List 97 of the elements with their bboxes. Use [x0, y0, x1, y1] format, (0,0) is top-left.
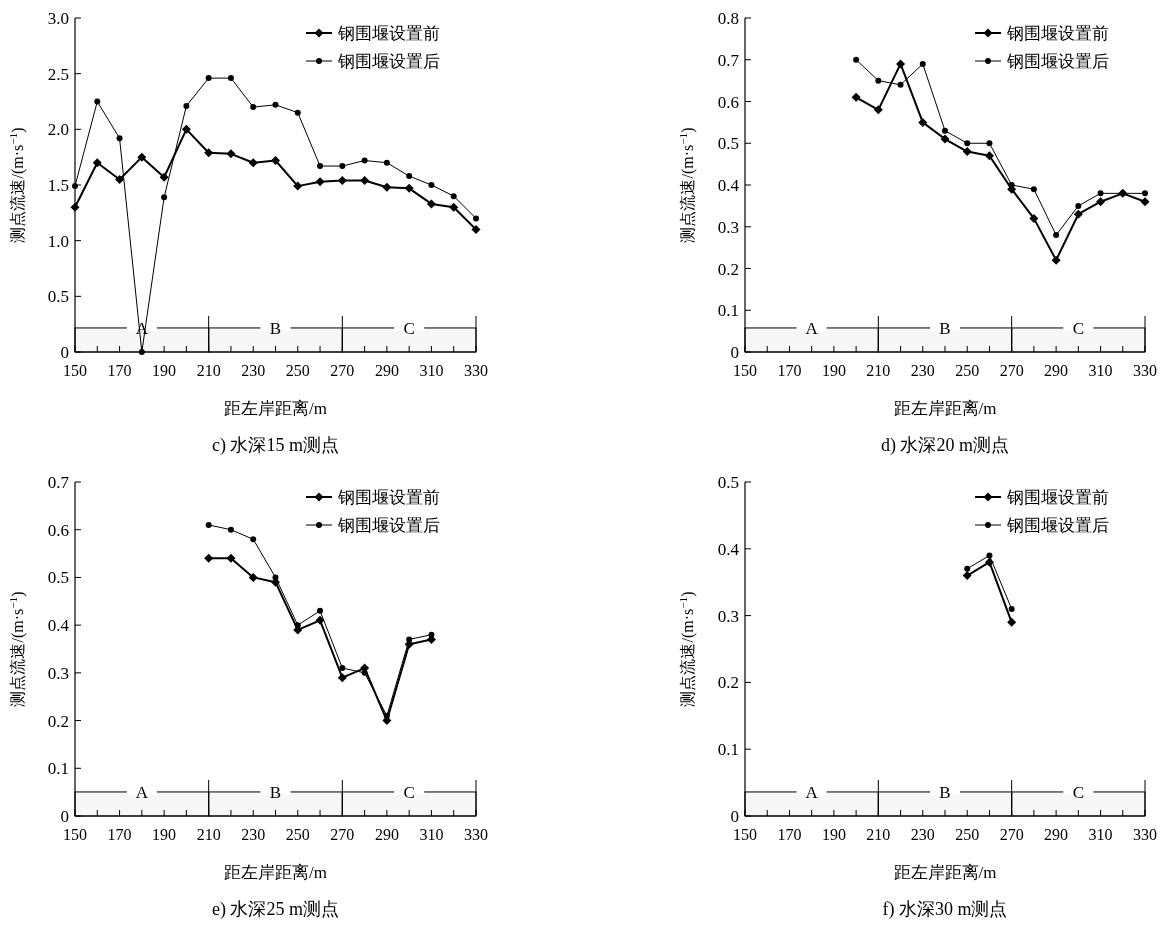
legend-label: 钢围堰设置后 [337, 52, 440, 71]
y-tick-label: 0.4 [717, 176, 740, 195]
band-label: B [939, 318, 951, 338]
y-tick-label: 0.6 [717, 92, 739, 112]
y-tick-label: 1.5 [47, 176, 69, 195]
band-label: B [269, 318, 282, 338]
x-tick-label: 330 [1133, 826, 1157, 843]
x-tick-label: 290 [1044, 826, 1069, 843]
x-axis-title: 距左岸距离/m [224, 399, 327, 418]
x-tick-label: 270 [330, 826, 355, 843]
band-label: B [269, 782, 282, 802]
x-tick-label: 270 [330, 362, 355, 379]
text: f) 水深30 m测点 [882, 899, 1008, 920]
y-tick-label: 0.1 [47, 759, 69, 779]
x-tick-label: 310 [1088, 362, 1113, 379]
y-tick-label: 0.2 [47, 711, 69, 731]
x-tick-label: 170 [777, 362, 802, 379]
band-label: C [1072, 318, 1085, 338]
y-tick-label: 0.3 [717, 217, 739, 237]
x-tick-label: 150 [63, 362, 87, 379]
y-tick-label: 3.0 [47, 9, 69, 28]
x-tick-label: 330 [464, 362, 488, 379]
legend-label: 钢围堰设置前 [337, 24, 440, 43]
legend-label: 钢围堰设置后 [1006, 52, 1109, 71]
x-tick-label: 190 [821, 826, 846, 843]
y-tick-label: 0.8 [717, 9, 739, 28]
x-tick-label: 230 [241, 826, 266, 843]
y-tick-label: 0 [730, 343, 739, 362]
y-tick-label: 0.3 [717, 606, 739, 626]
y-tick-label: 0 [730, 807, 739, 826]
x-tick-label: 210 [866, 362, 891, 379]
x-tick-label: 250 [285, 362, 310, 379]
band-label: A [805, 318, 819, 338]
legend-label: 钢围堰设置前 [337, 488, 440, 507]
x-tick-label: 210 [866, 826, 891, 843]
legend-label: 钢围堰设置前 [1006, 24, 1109, 43]
band-label: B [939, 782, 951, 802]
legend-label: 钢围堰设置后 [1006, 516, 1109, 535]
legend-label: 钢围堰设置前 [1006, 488, 1109, 507]
y-tick-label: 0.2 [717, 673, 739, 693]
x-tick-label: 250 [955, 362, 980, 379]
x-axis-title: 距左岸距离/m [893, 399, 997, 418]
x-tick-label: 230 [910, 362, 935, 379]
x-tick-label: 170 [107, 362, 132, 379]
text: e) 水深25 m测点 [212, 899, 339, 920]
y-tick-label: 0.3 [47, 663, 69, 683]
band-label: C [403, 318, 415, 338]
x-tick-label: 270 [999, 826, 1024, 843]
band-label: A [135, 782, 149, 802]
x-tick-label: 250 [285, 826, 310, 843]
x-tick-label: 210 [196, 362, 221, 379]
y-tick-label: 0 [60, 807, 69, 826]
x-tick-label: 310 [419, 362, 444, 379]
x-tick-label: 210 [196, 826, 221, 843]
x-tick-label: 310 [1088, 826, 1113, 843]
legend-label: 钢围堰设置后 [337, 516, 440, 535]
x-tick-label: 270 [999, 362, 1024, 379]
x-tick-label: 290 [374, 826, 399, 843]
x-tick-label: 250 [955, 826, 980, 843]
x-tick-label: 230 [910, 826, 935, 843]
y-tick-label: 0.1 [717, 740, 739, 760]
x-axis-title: 距左岸距离/m [893, 863, 997, 882]
x-tick-label: 230 [241, 362, 266, 379]
y-tick-label: 2.0 [47, 120, 69, 140]
x-tick-label: 290 [1044, 362, 1069, 379]
x-tick-label: 330 [464, 826, 488, 843]
y-tick-label: 0.4 [47, 616, 70, 636]
y-tick-label: 0.5 [717, 473, 739, 492]
x-tick-label: 150 [63, 826, 87, 843]
y-tick-label: 0.5 [47, 568, 69, 588]
y-tick-label: 1.0 [47, 231, 69, 251]
x-axis-title: 距左岸距离/m [224, 863, 327, 882]
band-label: C [1072, 782, 1085, 802]
y-tick-label: 0.1 [717, 301, 739, 321]
y-tick-label: 0 [60, 343, 69, 362]
y-tick-label: 0.5 [717, 134, 739, 154]
y-tick-label: 0.7 [47, 473, 70, 492]
y-tick-label: 0.4 [717, 539, 740, 559]
band-label: C [403, 782, 415, 802]
x-tick-label: 190 [152, 826, 177, 843]
y-tick-label: 0.2 [717, 259, 739, 279]
x-tick-label: 330 [1133, 362, 1157, 379]
y-tick-label: 0.7 [717, 50, 740, 70]
text: d) 水深20 m测点 [881, 435, 1009, 456]
x-tick-label: 150 [733, 826, 757, 843]
x-tick-label: 310 [419, 826, 444, 843]
x-tick-label: 170 [107, 826, 132, 843]
y-tick-label: 2.5 [47, 64, 69, 84]
x-tick-label: 290 [374, 362, 399, 379]
y-tick-label: 0.5 [47, 287, 69, 307]
x-tick-label: 150 [733, 362, 757, 379]
x-tick-label: 190 [821, 362, 846, 379]
y-tick-label: 0.6 [47, 520, 69, 540]
text: c) 水深15 m测点 [212, 435, 339, 456]
x-tick-label: 190 [152, 362, 177, 379]
band-label: A [805, 782, 819, 802]
x-tick-label: 170 [777, 826, 802, 843]
